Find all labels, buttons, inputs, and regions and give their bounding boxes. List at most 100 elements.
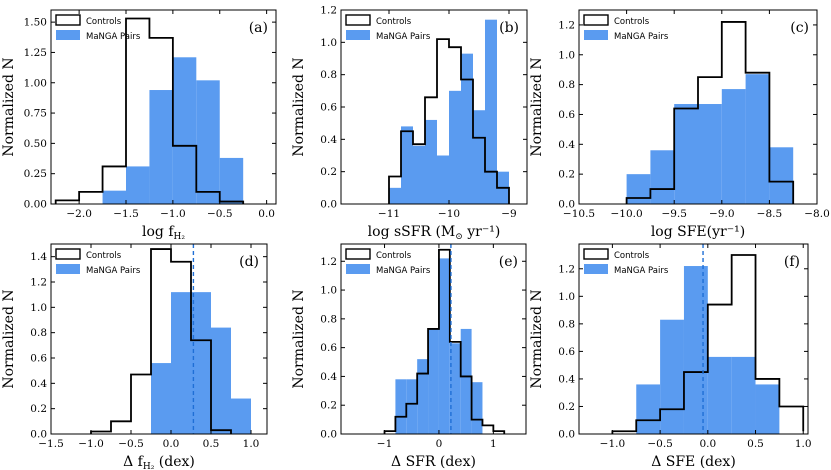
axes-frame <box>50 9 277 205</box>
legend-pairs-swatch <box>584 264 608 274</box>
legend-pairs-swatch <box>346 30 370 40</box>
y-tick-label: 0.4 <box>558 139 575 151</box>
x-tick-label: −1 <box>377 438 392 450</box>
legend: Controls MaNGA Pairs <box>345 14 431 42</box>
y-tick-label: 0.8 <box>558 318 575 330</box>
legend-controls-label: Controls <box>86 251 122 261</box>
pairs-bar <box>449 343 461 434</box>
legend: Controls MaNGA Pairs <box>583 14 669 42</box>
x-tick-label: −2.0 <box>66 208 92 220</box>
legend: Controls MaNGA Pairs <box>345 248 431 276</box>
x-axis-label: log sSFR (M⊙ yr⁻¹) <box>368 224 501 242</box>
legend-pairs-label: MaNGA Pairs <box>86 266 141 276</box>
pairs-bar <box>126 166 150 204</box>
panel-label: (d) <box>239 254 259 270</box>
x-tick-label: −1.5 <box>113 208 139 220</box>
x-tick-label: −1.0 <box>600 438 626 450</box>
pairs-bar <box>425 119 437 204</box>
pairs-bar <box>211 327 231 434</box>
y-tick-label: 1.2 <box>558 19 575 31</box>
pairs-bar <box>231 398 251 434</box>
panel-label: (e) <box>499 254 518 270</box>
y-tick-label: 1.4 <box>30 251 47 263</box>
controls-histogram <box>90 248 232 434</box>
y-tick-label: 0.50 <box>24 138 47 150</box>
x-tick-label: 0.0 <box>163 438 180 450</box>
legend-pairs-label: MaNGA Pairs <box>86 32 141 42</box>
legend-controls-swatch <box>345 248 371 260</box>
pairs-bar <box>149 90 173 204</box>
panel-label: (c) <box>790 20 809 36</box>
pairs-bar <box>102 190 126 204</box>
legend-controls-label: Controls <box>614 17 650 27</box>
legend-pairs-label: MaNGA Pairs <box>376 266 431 276</box>
x-axis-label: Δ SFE (dex) <box>651 454 736 470</box>
pairs-bar <box>461 53 473 204</box>
legend-controls-swatch <box>55 248 81 260</box>
x-tick-label: −10.5 <box>563 208 595 220</box>
y-tick-label: 0.8 <box>320 313 337 325</box>
x-tick-label: −0.5 <box>207 208 233 220</box>
plot-area <box>54 17 245 204</box>
pairs-bar <box>769 147 794 204</box>
panel-label: (b) <box>499 20 519 36</box>
y-tick-label: 1.2 <box>320 5 337 17</box>
legend: Controls MaNGA Pairs <box>583 248 669 276</box>
x-tick-label: 0.5 <box>747 438 764 450</box>
x-tick-label: −9.5 <box>661 208 687 220</box>
axes-frame <box>340 243 527 435</box>
pairs-bar <box>755 384 780 434</box>
x-axis-label: log SFE(yr⁻¹) <box>651 224 745 240</box>
y-tick-label: 0.0 <box>320 199 337 211</box>
x-tick-label: 1 <box>490 438 497 450</box>
pairs-bar <box>401 126 413 204</box>
legend-controls-label: Controls <box>376 251 412 261</box>
x-tick-label: −0.5 <box>118 438 144 450</box>
x-tick-label: −0.5 <box>647 438 673 450</box>
pairs-bar <box>660 319 684 434</box>
y-axis-label: Normalized N <box>291 57 307 156</box>
y-tick-label: 1.0 <box>30 302 47 314</box>
pairs-bar <box>471 382 483 434</box>
plot-area <box>383 244 506 434</box>
legend-pairs-swatch <box>56 30 80 40</box>
pairs-bar <box>683 266 708 434</box>
pairs-bar <box>674 104 698 204</box>
pairs-bar <box>191 292 211 434</box>
x-axis-label: log fH₂ <box>142 224 185 242</box>
pairs-bar <box>389 187 401 204</box>
legend-controls-label: Controls <box>376 17 412 27</box>
pairs-bar <box>428 328 439 434</box>
x-tick-label: −11 <box>378 208 400 220</box>
pairs-bar <box>437 155 449 204</box>
x-tick-label: −10 <box>438 208 460 220</box>
legend-pairs-label: MaNGA Pairs <box>376 32 431 42</box>
plot-area <box>625 21 795 204</box>
pairs-bar <box>196 80 220 204</box>
y-tick-label: 1.0 <box>558 291 575 303</box>
x-tick-label: 0 <box>436 438 443 450</box>
y-tick-label: 0.2 <box>30 403 47 415</box>
x-tick-label: 0.0 <box>258 208 275 220</box>
pairs-bar <box>636 384 661 434</box>
pairs-bar <box>485 19 497 204</box>
y-tick-label: 0.6 <box>320 342 337 354</box>
axes-frame <box>50 243 268 435</box>
y-tick-label: 1.2 <box>558 263 575 275</box>
legend-controls-swatch <box>55 14 81 26</box>
pairs-bar <box>151 363 171 434</box>
x-tick-label: −9.0 <box>709 208 735 220</box>
x-tick-label: 1.0 <box>243 438 260 450</box>
y-axis-label: Normalized N <box>529 57 545 156</box>
y-tick-label: 0.4 <box>320 371 337 383</box>
axes-frame <box>578 243 809 435</box>
pairs-bar <box>449 90 461 204</box>
legend-controls-swatch <box>583 14 609 26</box>
y-tick-label: 1.00 <box>24 77 47 89</box>
controls-histogram <box>383 248 506 434</box>
y-tick-label: 0.6 <box>558 109 575 121</box>
y-tick-label: 1.50 <box>24 17 47 29</box>
legend-pairs-swatch <box>584 30 608 40</box>
legend-pairs-label: MaNGA Pairs <box>614 32 669 42</box>
